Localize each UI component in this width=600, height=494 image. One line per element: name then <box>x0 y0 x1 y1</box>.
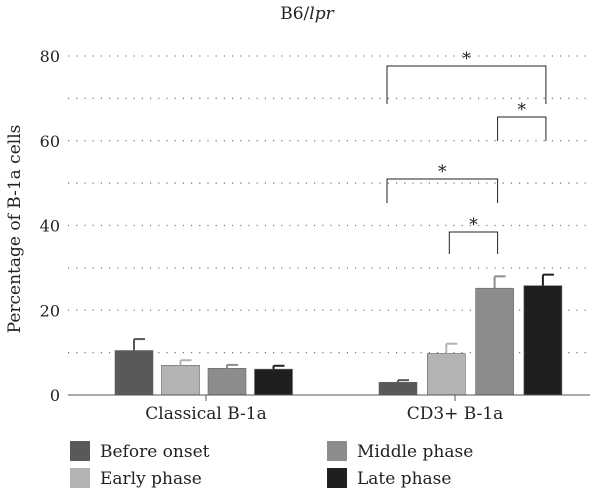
y-tick-label: 40 <box>40 217 60 236</box>
legend-label: Late phase <box>357 469 451 489</box>
significance-marker: * <box>438 162 447 182</box>
y-tick-label: 0 <box>50 386 60 405</box>
significance-annotations: * * * * <box>386 49 547 254</box>
significance-marker: * <box>469 215 478 235</box>
bars <box>114 273 563 396</box>
legend-label: Before onset <box>100 442 210 462</box>
y-tick-label: 20 <box>40 301 60 320</box>
significance-marker: * <box>518 100 527 120</box>
legend-swatch <box>327 441 347 461</box>
legend-label: Middle phase <box>357 442 473 462</box>
bar <box>207 368 247 396</box>
legend-swatch <box>70 441 90 461</box>
chart-title-prefix: B6/ <box>280 4 309 24</box>
legend-swatch <box>327 468 347 488</box>
significance-bracket <box>497 116 547 141</box>
category-labels: Classical B-1a CD3+ B-1a <box>145 395 503 424</box>
significance-bracket <box>386 65 547 104</box>
significance-bracket <box>448 231 499 254</box>
chart-title-italic: lpr <box>309 4 334 24</box>
legend-label: Early phase <box>100 469 202 489</box>
y-axis-label: Percentage of B-1a cells <box>5 125 25 334</box>
y-tick-labels: 0 20 40 60 80 <box>40 47 60 405</box>
bar <box>254 368 293 396</box>
bar <box>378 381 418 396</box>
significance-bracket <box>386 178 499 203</box>
bar <box>523 285 563 396</box>
category-label: Classical B-1a <box>145 404 266 424</box>
legend: Before onset Early phase Middle phase Late … <box>70 441 473 489</box>
bar <box>475 287 514 396</box>
legend-swatch <box>70 468 90 488</box>
category-label: CD3+ B-1a <box>407 404 504 424</box>
bar <box>426 353 466 396</box>
significance-marker: * <box>462 49 471 69</box>
bar <box>161 365 200 396</box>
y-tick-label: 60 <box>40 132 60 151</box>
y-tick-label: 80 <box>40 47 60 66</box>
bar <box>114 350 154 396</box>
chart-title: B6/lpr <box>280 4 334 24</box>
